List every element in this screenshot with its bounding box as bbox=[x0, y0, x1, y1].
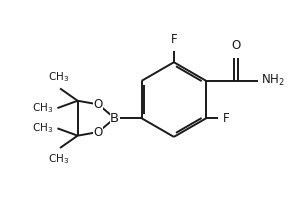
Text: NH$_2$: NH$_2$ bbox=[261, 73, 285, 88]
Text: CH$_3$: CH$_3$ bbox=[48, 152, 69, 166]
Text: B: B bbox=[110, 112, 119, 125]
Text: O: O bbox=[232, 39, 241, 52]
Text: CH$_3$: CH$_3$ bbox=[32, 121, 53, 135]
Text: O: O bbox=[94, 98, 103, 111]
Text: F: F bbox=[223, 112, 230, 125]
Text: O: O bbox=[94, 126, 103, 139]
Text: CH$_3$: CH$_3$ bbox=[48, 70, 69, 84]
Text: F: F bbox=[171, 33, 177, 46]
Text: CH$_3$: CH$_3$ bbox=[32, 101, 53, 115]
